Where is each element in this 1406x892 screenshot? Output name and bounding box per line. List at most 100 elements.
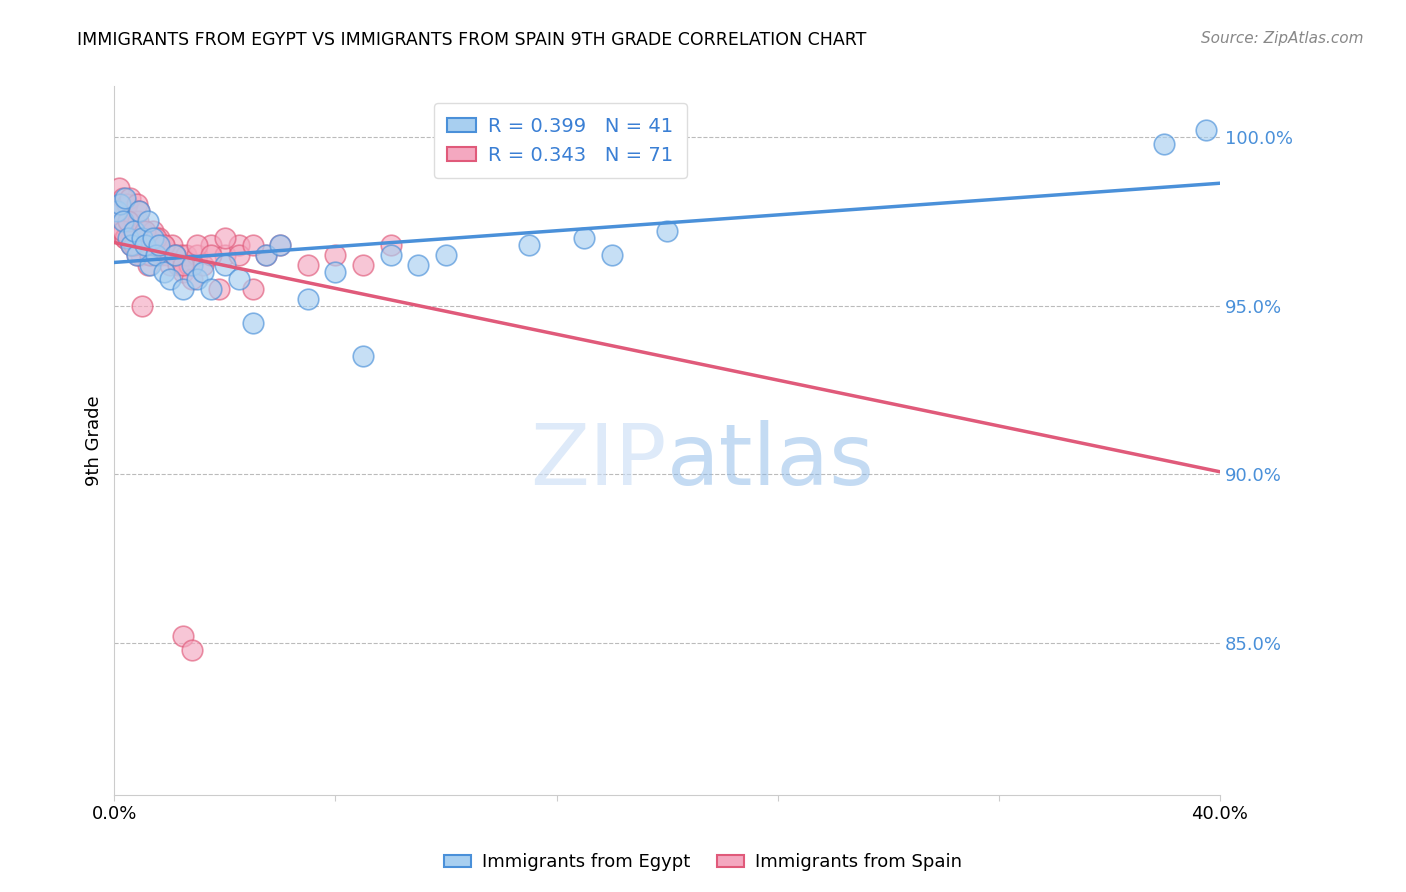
Point bbox=[214, 231, 236, 245]
Point bbox=[228, 238, 250, 252]
Point bbox=[180, 643, 202, 657]
Point bbox=[186, 238, 208, 252]
Text: IMMIGRANTS FROM EGYPT VS IMMIGRANTS FROM SPAIN 9TH GRADE CORRELATION CHART: IMMIGRANTS FROM EGYPT VS IMMIGRANTS FROM… bbox=[77, 31, 866, 49]
Point bbox=[153, 265, 176, 279]
Point bbox=[214, 248, 236, 262]
Point bbox=[180, 258, 202, 272]
Point bbox=[200, 282, 222, 296]
Point bbox=[380, 238, 402, 252]
Point bbox=[297, 258, 319, 272]
Text: atlas: atlas bbox=[666, 420, 875, 503]
Point bbox=[173, 282, 195, 296]
Point bbox=[121, 238, 143, 252]
Point bbox=[139, 248, 162, 262]
Point bbox=[122, 238, 145, 252]
Point bbox=[208, 282, 231, 296]
Point bbox=[129, 248, 152, 262]
Point bbox=[134, 238, 156, 252]
Point bbox=[242, 282, 264, 296]
Point bbox=[148, 231, 170, 245]
Point bbox=[120, 238, 142, 252]
Point bbox=[434, 248, 457, 262]
Point bbox=[145, 231, 167, 245]
Point bbox=[117, 231, 139, 245]
Point bbox=[186, 248, 208, 262]
Point bbox=[153, 238, 176, 252]
Point bbox=[148, 238, 170, 252]
Point bbox=[111, 191, 134, 205]
Point bbox=[136, 231, 159, 245]
Point bbox=[173, 258, 195, 272]
Point bbox=[254, 248, 277, 262]
Point bbox=[180, 271, 202, 285]
Point bbox=[165, 248, 187, 262]
Point bbox=[114, 231, 136, 245]
Point bbox=[128, 204, 150, 219]
Point bbox=[139, 248, 162, 262]
Point bbox=[242, 316, 264, 330]
Point bbox=[150, 248, 173, 262]
Point bbox=[117, 214, 139, 228]
Point bbox=[200, 248, 222, 262]
Legend: Immigrants from Egypt, Immigrants from Spain: Immigrants from Egypt, Immigrants from S… bbox=[437, 847, 969, 879]
Point bbox=[165, 248, 187, 262]
Point bbox=[165, 248, 187, 262]
Point bbox=[162, 238, 184, 252]
Text: ZIP: ZIP bbox=[530, 420, 666, 503]
Point bbox=[214, 258, 236, 272]
Point bbox=[153, 238, 176, 252]
Point bbox=[122, 214, 145, 228]
Point bbox=[408, 258, 430, 272]
Point bbox=[142, 231, 165, 245]
Point bbox=[142, 225, 165, 239]
Point bbox=[136, 214, 159, 228]
Point bbox=[174, 248, 197, 262]
Point bbox=[107, 180, 129, 194]
Point bbox=[156, 248, 179, 262]
Point bbox=[173, 265, 195, 279]
Point bbox=[269, 238, 291, 252]
Point bbox=[352, 349, 374, 363]
Point bbox=[127, 214, 149, 228]
Point bbox=[136, 258, 159, 272]
Point bbox=[269, 238, 291, 252]
Point bbox=[145, 238, 167, 252]
Point bbox=[120, 238, 142, 252]
Point bbox=[131, 231, 153, 245]
Point bbox=[228, 271, 250, 285]
Point bbox=[228, 248, 250, 262]
Point bbox=[177, 258, 200, 272]
Point bbox=[200, 238, 222, 252]
Y-axis label: 9th Grade: 9th Grade bbox=[86, 395, 103, 486]
Point bbox=[380, 248, 402, 262]
Point bbox=[122, 225, 145, 239]
Point bbox=[191, 265, 214, 279]
Point bbox=[120, 231, 142, 245]
Point bbox=[111, 214, 134, 228]
Point bbox=[128, 204, 150, 219]
Point bbox=[254, 248, 277, 262]
Point bbox=[173, 630, 195, 644]
Point bbox=[134, 225, 156, 239]
Point bbox=[125, 248, 148, 262]
Point bbox=[115, 197, 138, 211]
Point bbox=[118, 191, 141, 205]
Point bbox=[105, 225, 128, 239]
Point bbox=[167, 258, 190, 272]
Point bbox=[145, 248, 167, 262]
Point bbox=[1153, 136, 1175, 151]
Point bbox=[159, 258, 181, 272]
Point bbox=[352, 258, 374, 272]
Point bbox=[131, 299, 153, 313]
Point bbox=[124, 225, 146, 239]
Point bbox=[125, 197, 148, 211]
Point bbox=[131, 225, 153, 239]
Point bbox=[572, 231, 595, 245]
Point bbox=[191, 258, 214, 272]
Point bbox=[242, 238, 264, 252]
Point bbox=[111, 225, 134, 239]
Point bbox=[170, 248, 193, 262]
Point bbox=[325, 265, 347, 279]
Legend: R = 0.399   N = 41, R = 0.343   N = 71: R = 0.399 N = 41, R = 0.343 N = 71 bbox=[433, 103, 686, 178]
Point bbox=[108, 197, 131, 211]
